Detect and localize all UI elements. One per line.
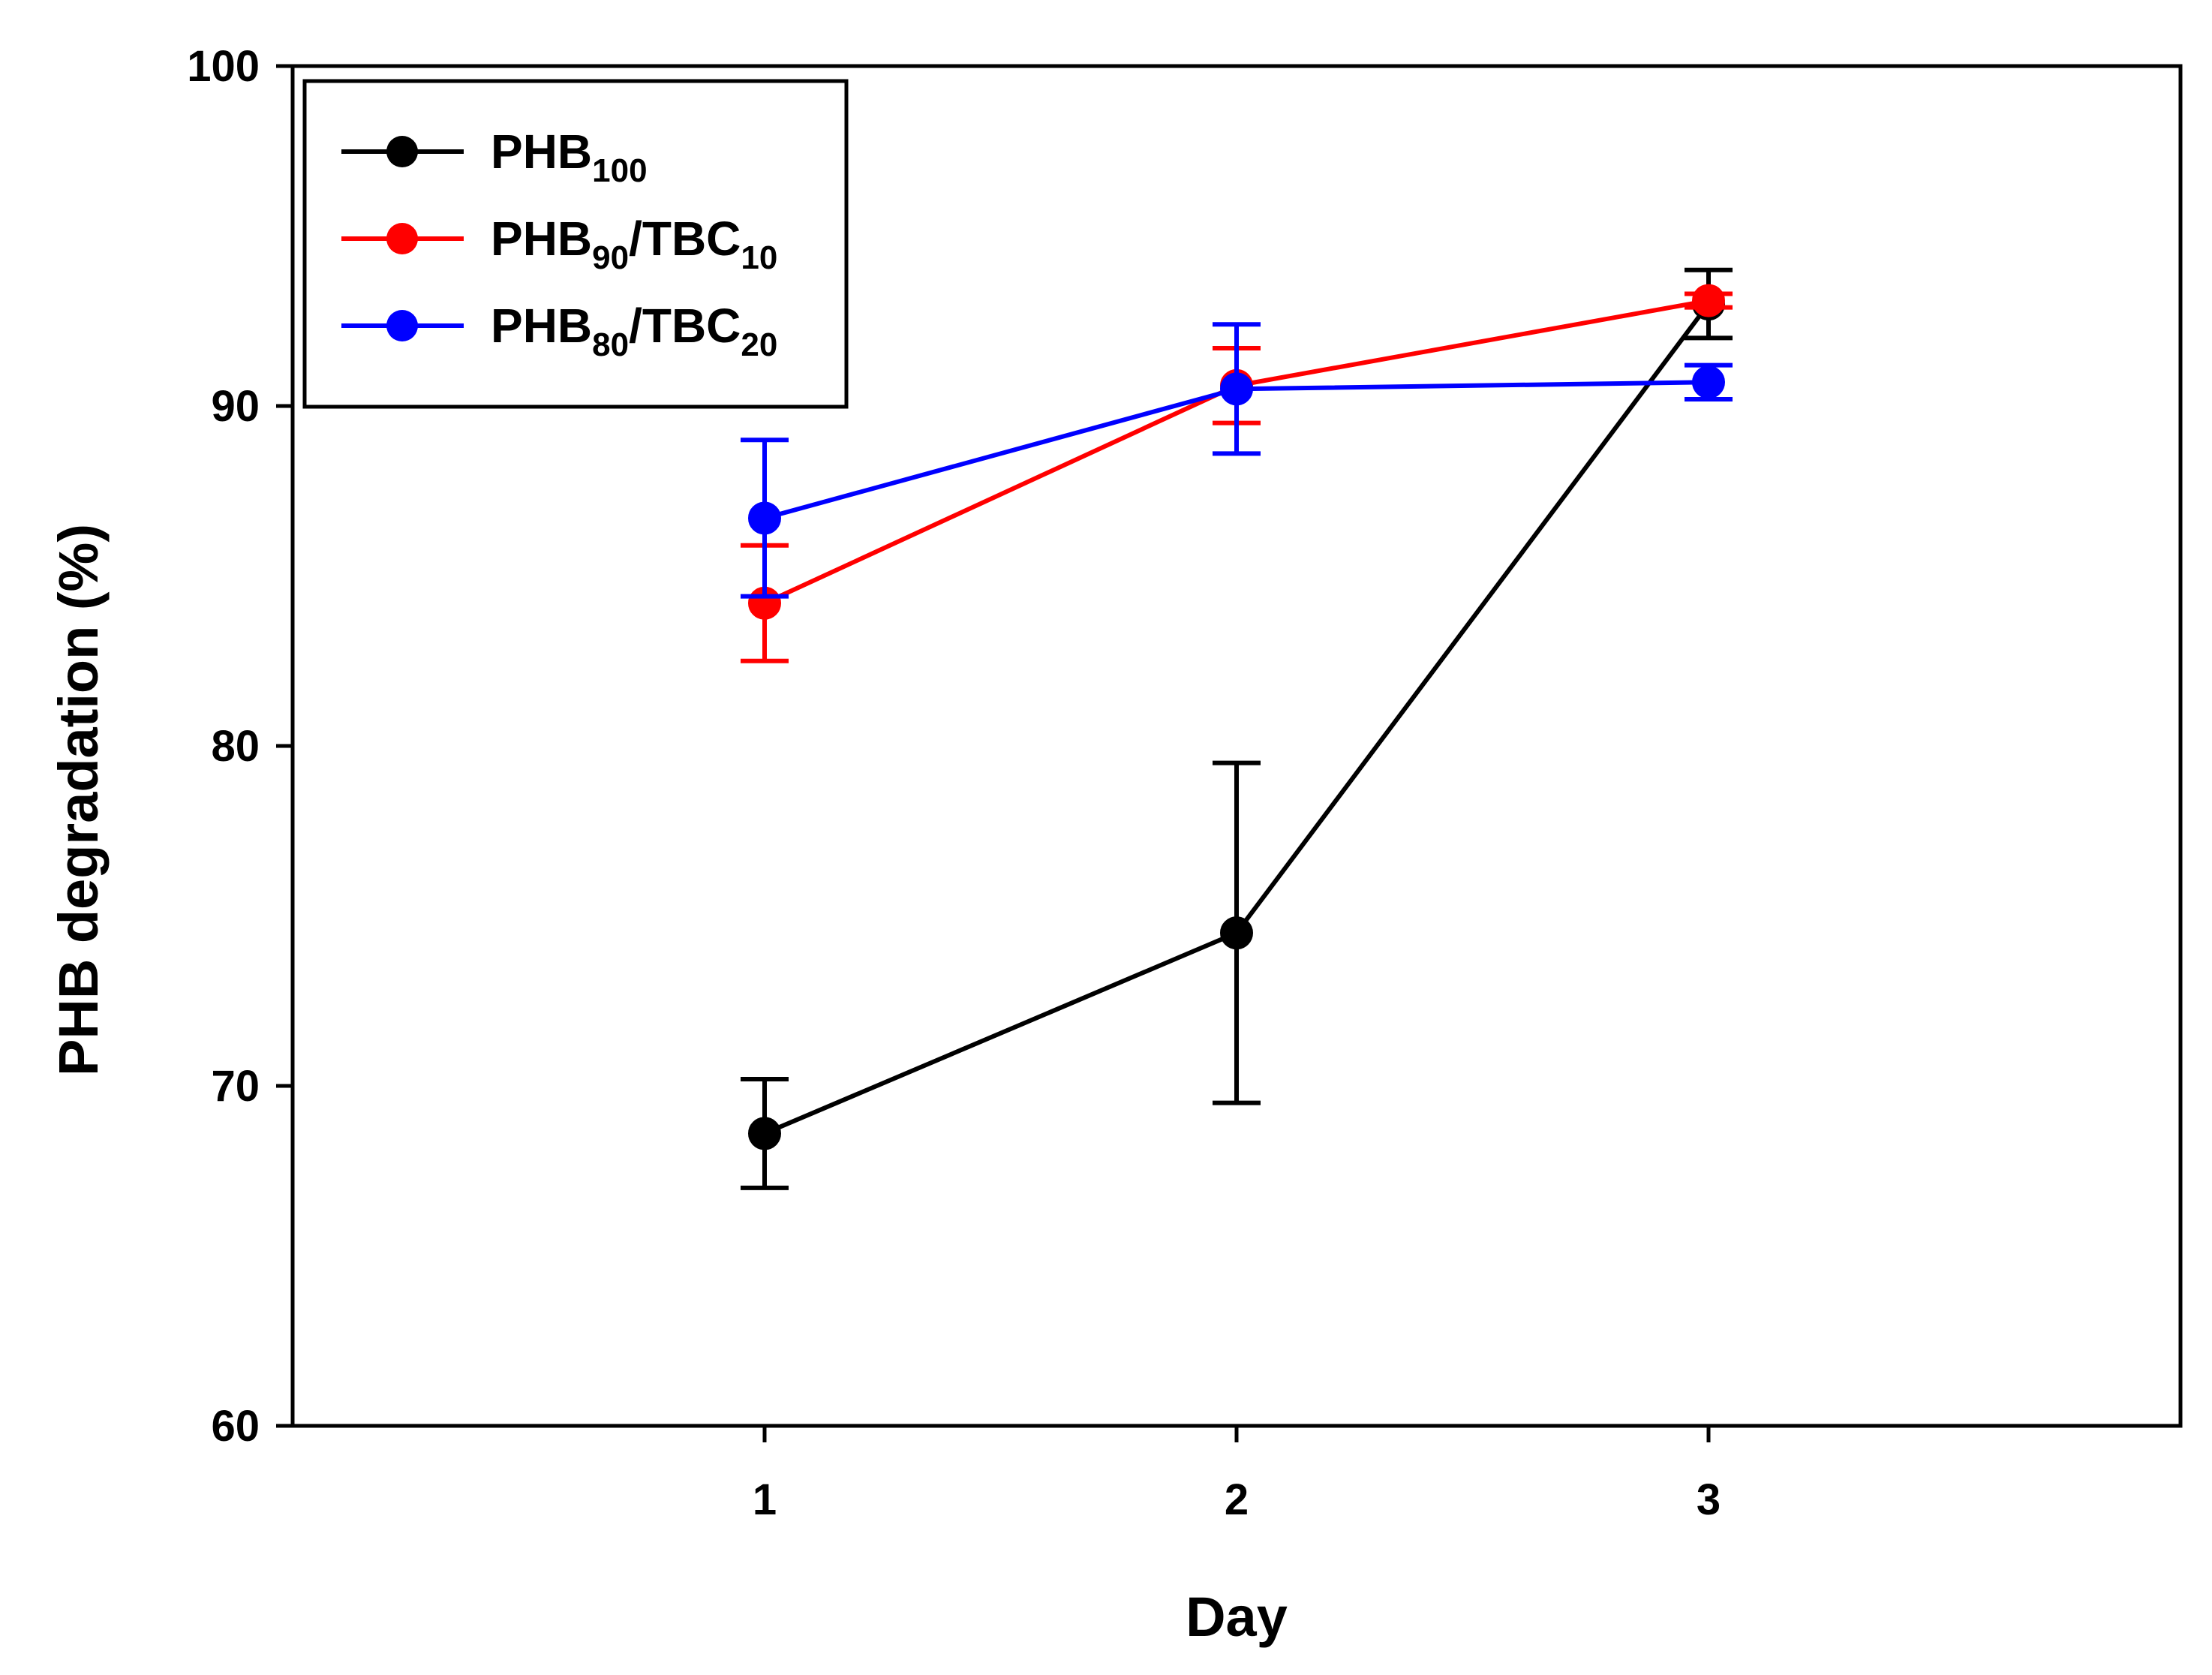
legend-item-3: PHB80/TBC20 [341,299,777,363]
legend-label: PHB80/TBC20 [491,299,777,363]
legend-label-subscript: 80 [592,326,629,363]
legend-item-2: PHB90/TBC10 [341,212,777,276]
x-tick-label: 3 [1697,1475,1721,1524]
data-point [748,1117,781,1150]
legend-label: PHB100 [491,125,648,189]
series-1 [741,267,1733,1190]
series-layer [741,267,1733,1190]
data-point [1692,284,1725,317]
legend-label-text: PHB [491,212,592,266]
legend-label-subscript: 100 [592,152,647,189]
data-point [1692,365,1725,399]
legend-swatch-marker [386,136,418,167]
legend-label-subscript: 90 [592,239,629,276]
x-tick-label: 2 [1225,1475,1249,1524]
data-point [1220,372,1253,406]
y-tick-label: 80 [211,722,260,771]
legend-label-subscript: 10 [741,239,777,276]
x-tick-label: 1 [753,1475,777,1524]
legend-label-text: PHB [491,125,592,179]
legend-label: PHB90/TBC10 [491,212,777,276]
legend-label-text: /TBC [629,299,741,353]
series-3 [741,322,1733,599]
legend-swatch-marker [386,310,418,341]
y-axis-title: PHB degradation (%) [47,524,110,1076]
y-tick-label: 60 [211,1402,260,1451]
legend-label-text: /TBC [629,212,741,266]
y-tick-label: 100 [187,42,260,91]
axes-layer: 60 70 80 90 100 1 2 3 [187,42,2183,1524]
data-point [748,501,781,535]
legend-label-text: PHB [491,299,592,353]
x-axis-title: Day [1186,1586,1288,1648]
y-tick-label: 70 [211,1062,260,1111]
legend-swatch-marker [386,223,418,254]
legend-label-subscript: 20 [741,326,777,363]
data-point [1220,916,1253,950]
legend-item-1: PHB100 [341,125,648,189]
y-tick-label: 90 [211,382,260,431]
